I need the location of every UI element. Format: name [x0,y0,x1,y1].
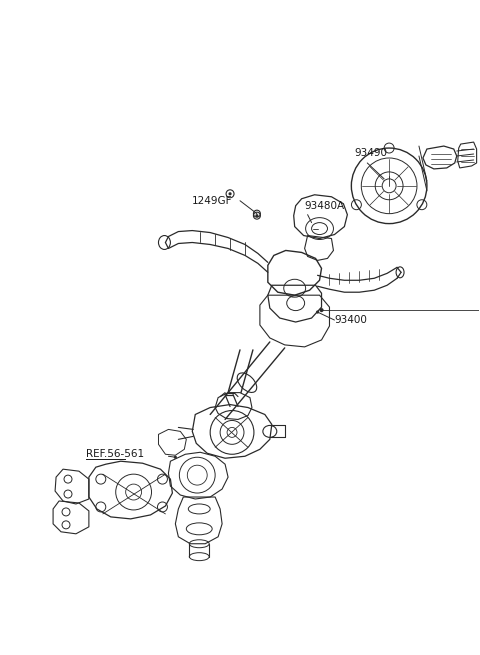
Ellipse shape [320,308,324,312]
Ellipse shape [174,456,177,458]
Ellipse shape [228,193,231,195]
Text: REF.56-561: REF.56-561 [86,449,144,459]
Ellipse shape [255,214,258,217]
Text: 93490: 93490 [354,148,387,158]
Ellipse shape [316,310,319,314]
Text: 93480A: 93480A [305,200,345,211]
Text: 93400: 93400 [335,315,367,325]
Text: 1249GF: 1249GF [192,196,233,206]
